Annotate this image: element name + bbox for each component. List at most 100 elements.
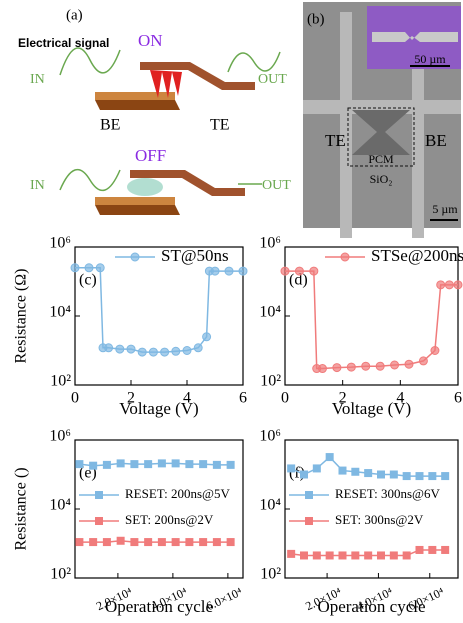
marker [185,538,193,546]
marker [377,471,385,479]
marker [338,551,346,559]
marker [71,264,79,272]
legend-label: SET: 300ns@2V [335,512,424,527]
bottom-electrode [95,197,175,205]
marker [347,363,355,371]
marker [172,459,180,467]
marker [194,344,202,352]
marker [116,345,124,353]
bottom-electrode [95,92,175,100]
marker [75,460,83,468]
te-label: TE [325,131,346,150]
x-axis-label: Voltage (V) [119,399,198,418]
marker [227,461,235,469]
y-tick-label: 10² [50,566,71,583]
x-axis-label: Operation cycle [317,597,425,616]
legend-label: ST@50ns [161,246,229,265]
marker [326,453,334,461]
marker [310,267,318,275]
legend-marker [95,517,103,525]
panel-b: (b) 50 µm TE BE PCM SiO₂ 5 µm [303,2,461,238]
marker [172,347,180,355]
marker [437,281,445,289]
marker [391,361,399,369]
marker [364,551,372,559]
substrate-label: SiO₂ [370,172,393,186]
marker [415,546,423,554]
marker [300,551,308,559]
inset-scale: 50 µm [414,52,446,66]
marker [138,348,146,356]
marker [403,472,411,480]
marker [75,538,83,546]
legend-marker [131,253,139,261]
marker [428,546,436,554]
marker [403,551,411,559]
marker [144,538,152,546]
pcm-label: PCM [368,152,394,166]
marker [203,333,211,341]
marker [96,264,104,272]
marker [313,551,321,559]
legend-label: STSe@200ns [371,246,463,265]
wave [60,48,120,75]
atoms [127,178,163,196]
marker [158,538,166,546]
marker [117,459,125,467]
on-label: ON [138,31,163,50]
x-tick-label: 0 [71,390,79,407]
marker [105,344,113,352]
marker [362,362,370,370]
te-label: TE [210,117,230,134]
marker [428,472,436,480]
marker [326,551,334,559]
marker [415,472,423,480]
marker [149,348,157,356]
marker [199,460,207,468]
off-label: OFF [135,146,166,165]
marker [199,538,207,546]
legend-marker [305,517,313,525]
marker [454,281,462,289]
marker [287,464,295,472]
x-axis-label: Operation cycle [105,597,213,616]
y-tick-label: 10⁴ [259,497,281,514]
marker [338,467,346,475]
legend-marker [341,253,349,261]
marker [103,538,111,546]
wave [60,170,120,191]
marker [405,360,413,368]
legend-marker [95,491,103,499]
y-tick-label: 10⁶ [49,235,71,252]
chart: 10²10⁴10⁶2.0×10⁴4.0×10⁴6.0×10⁴Operation … [13,428,245,616]
marker [213,538,221,546]
y-axis-label: Resistance () [13,467,30,550]
panel-label: (c) [79,272,97,289]
marker [351,551,359,559]
y-tick-label: 10² [260,373,281,390]
x-tick-label: 6 [454,390,462,407]
legend-label: RESET: 200ns@5V [125,486,230,501]
marker [227,538,235,546]
marker [85,264,93,272]
marker [390,471,398,479]
marker [130,460,138,468]
marker [318,365,326,373]
y-tick-label: 10² [50,373,71,390]
legend-label: SET: 200ns@2V [125,512,214,527]
bottom-electrode [95,205,180,215]
be-label: BE [425,131,447,150]
x-tick-label: 0 [281,390,289,407]
y-tick-label: 10⁴ [49,497,71,514]
y-tick-label: 10⁶ [259,235,281,252]
panel-label: (a) [66,7,83,23]
figure: (a) Electrical signal ON IN OUT BE TE OF… [0,0,463,623]
legend-label: RESET: 300ns@6V [335,486,440,501]
marker [117,537,125,545]
marker [313,464,321,472]
scale-label: 5 µm [432,202,458,216]
series-line [79,541,230,542]
in-label: IN [30,72,45,87]
